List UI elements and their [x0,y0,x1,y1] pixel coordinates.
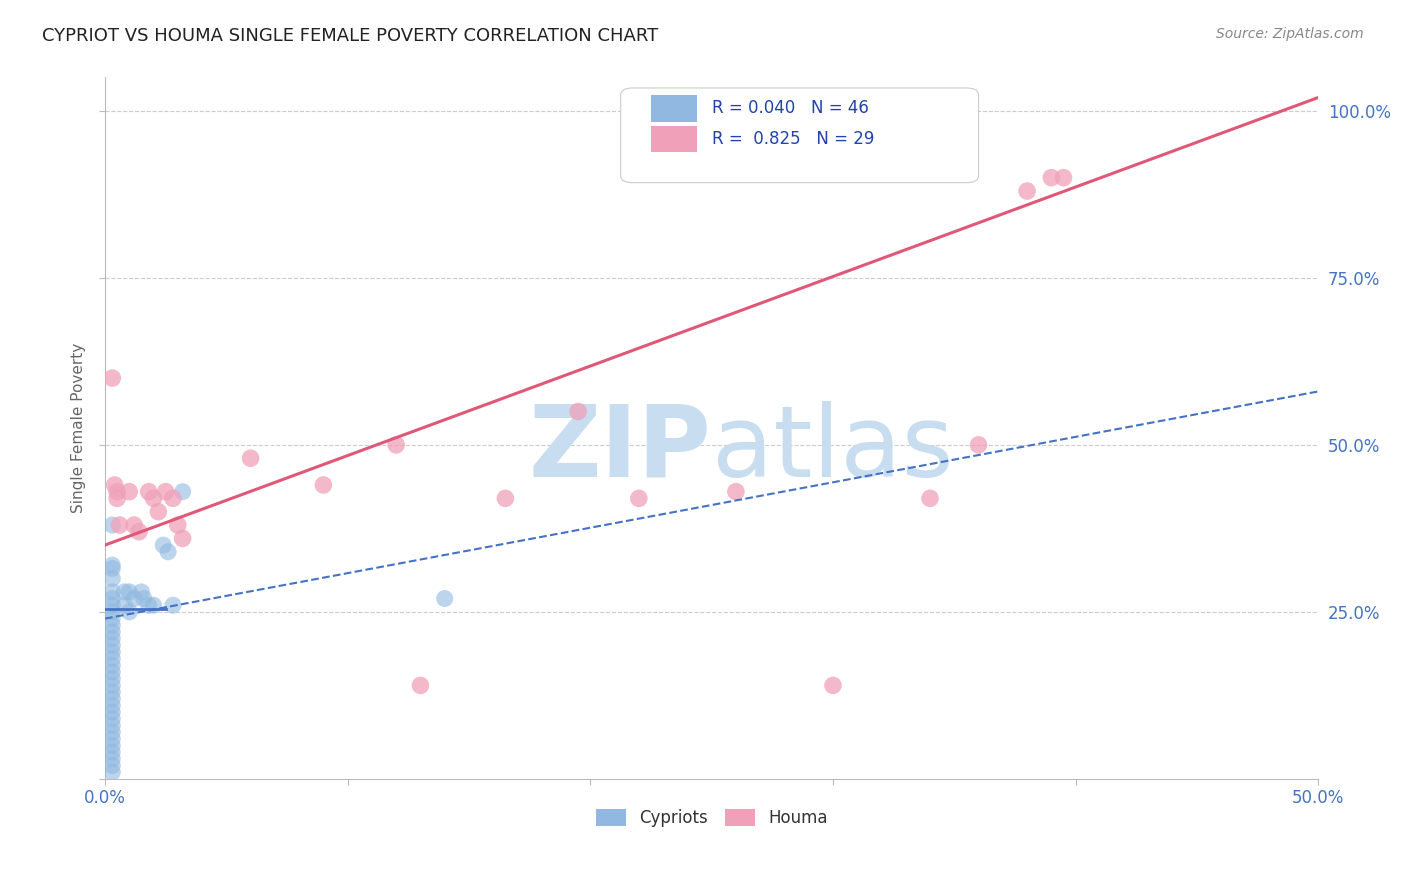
Point [101,611,124,625]
Point [1040,170,1063,185]
Point [101,632,124,646]
Text: Source: ZipAtlas.com: Source: ZipAtlas.com [1216,27,1364,41]
Point [101,591,124,606]
Point [131,585,153,599]
Point [101,558,124,573]
Point [118,484,141,499]
Text: CYPRIOT VS HOUMA SINGLE FEMALE POVERTY CORRELATION CHART: CYPRIOT VS HOUMA SINGLE FEMALE POVERTY C… [42,27,658,45]
Point [101,585,124,599]
Point [1017,184,1039,198]
Point [157,545,180,559]
Point [239,451,262,466]
Point [101,685,124,699]
Point [101,658,124,673]
Point [101,371,124,385]
Point [101,765,124,780]
Point [101,561,124,575]
Point [101,638,124,652]
Point [724,484,747,499]
Point [101,672,124,686]
Point [105,484,128,499]
Point [101,758,124,772]
Point [142,598,165,612]
Point [101,725,124,739]
Point [101,705,124,719]
Point [118,585,141,599]
Text: ZIP: ZIP [529,401,711,498]
Point [172,532,194,546]
Point [108,518,131,533]
Text: atlas: atlas [711,401,953,498]
Point [101,678,124,692]
Point [162,491,184,506]
Point [104,478,127,492]
Point [821,678,844,692]
Point [138,484,160,499]
Point [101,718,124,732]
Bar [651,95,697,121]
Point [101,665,124,679]
Text: R = 0.040   N = 46: R = 0.040 N = 46 [711,99,869,118]
Point [155,484,177,499]
Point [101,698,124,713]
Point [122,518,145,533]
Legend: Cypriots, Houma: Cypriots, Houma [589,802,834,834]
Point [101,598,124,612]
Point [122,591,145,606]
Point [118,605,141,619]
Point [409,678,432,692]
Point [312,478,335,492]
Point [112,585,135,599]
Point [567,404,589,418]
Point [494,491,516,506]
Point [172,484,194,499]
Point [101,651,124,665]
Point [152,538,174,552]
Point [101,731,124,746]
Point [162,598,184,612]
Point [138,598,160,612]
Point [142,491,165,506]
Point [112,598,135,612]
Point [101,572,124,586]
Point [385,438,408,452]
Y-axis label: Single Female Poverty: Single Female Poverty [72,343,86,513]
Point [166,518,188,533]
Text: R =  0.825   N = 29: R = 0.825 N = 29 [711,130,875,148]
Bar [651,126,697,153]
Point [433,591,456,606]
Point [101,618,124,632]
Point [101,739,124,753]
Point [101,752,124,766]
Point [105,491,128,506]
Point [627,491,650,506]
Point [148,505,170,519]
Point [1052,170,1074,185]
Point [101,624,124,639]
Point [101,712,124,726]
Point [128,524,150,539]
Point [101,518,124,533]
Point [101,691,124,706]
Point [101,605,124,619]
Point [967,438,990,452]
Point [101,745,124,759]
Point [132,591,155,606]
Point [101,645,124,659]
FancyBboxPatch shape [620,88,979,183]
Point [918,491,941,506]
